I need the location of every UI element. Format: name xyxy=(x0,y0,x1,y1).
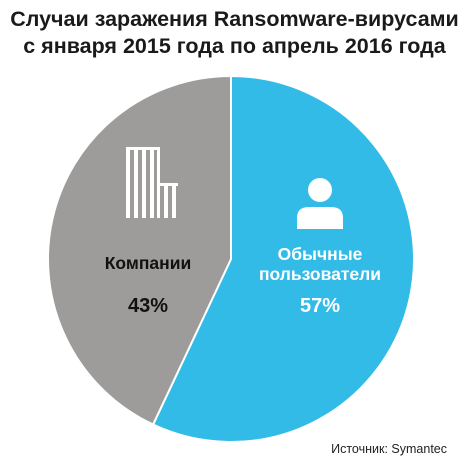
building-column xyxy=(172,186,176,218)
building-column xyxy=(150,150,154,218)
building-column xyxy=(126,150,130,218)
person-head xyxy=(308,178,332,202)
building-roof xyxy=(126,147,160,150)
building-column xyxy=(142,150,146,218)
slice-value-consumers: 57% xyxy=(300,295,340,317)
title-line-2: с января 2015 года по апрель 2016 года xyxy=(23,34,446,58)
slice-label-consumers-line-2: пользователи xyxy=(259,264,381,284)
building-column xyxy=(157,150,160,218)
building-column xyxy=(164,186,168,218)
person-icon xyxy=(297,178,343,229)
source-note: Источник: Symantec xyxy=(331,442,447,456)
building-icon xyxy=(126,147,178,218)
chart-title: Случаи заражения Ransomware-вирусами с я… xyxy=(0,6,469,60)
pie-slice-companies xyxy=(47,74,232,426)
title-line-1: Случаи заражения Ransomware-вирусами xyxy=(10,7,459,31)
slice-value-companies: 43% xyxy=(128,295,168,317)
person-body xyxy=(297,207,343,229)
building-annex-roof xyxy=(160,183,178,186)
slice-label-companies: Компании xyxy=(105,253,191,273)
slice-label-consumers-line-1: Обычные xyxy=(278,244,363,264)
building-column xyxy=(134,150,138,218)
pie-slice-consumers xyxy=(151,74,415,443)
